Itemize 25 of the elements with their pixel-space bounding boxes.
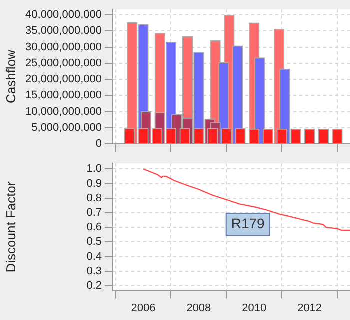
y-tick-label: 15,000,000,000 [26, 90, 102, 102]
y-tick-label: 1.0 [86, 163, 102, 176]
y-tick-label: 0.7 [86, 206, 102, 219]
x-tick-label: 2006 [131, 302, 156, 314]
y-tick-label: 0 [96, 138, 102, 150]
x-tick-label: 2012 [298, 302, 322, 314]
y-tick-label: 25,000,000,000 [26, 57, 102, 70]
y-tick-label: 10,000,000,000 [26, 106, 102, 118]
y-axis-title: Cashflow [3, 49, 18, 104]
annotation: R179 [231, 216, 266, 232]
y-axis-title: Discount Factor [3, 181, 18, 273]
y-tick-label: 0.4 [86, 250, 102, 263]
x-tick-label: 2010 [242, 302, 267, 314]
y-tick-label: 30,000,000,000 [26, 41, 102, 54]
y-tick-label: 40,000,000,000 [26, 9, 102, 22]
y-tick-label: 0.6 [86, 222, 102, 234]
y-tick-label: 0.9 [86, 178, 102, 190]
y-tick-label: 0.3 [86, 265, 102, 278]
y-tick-label: 20,000,000,000 [26, 74, 102, 86]
y-tick-label: 0.2 [86, 280, 102, 292]
y-tick-label: 5,000,000,000 [32, 122, 102, 134]
y-tick-label: 0.5 [86, 236, 102, 248]
x-tick-label: 2008 [186, 302, 212, 314]
y-tick-label: 35,000,000,000 [26, 25, 102, 38]
y-tick-label: 0.8 [86, 192, 102, 204]
